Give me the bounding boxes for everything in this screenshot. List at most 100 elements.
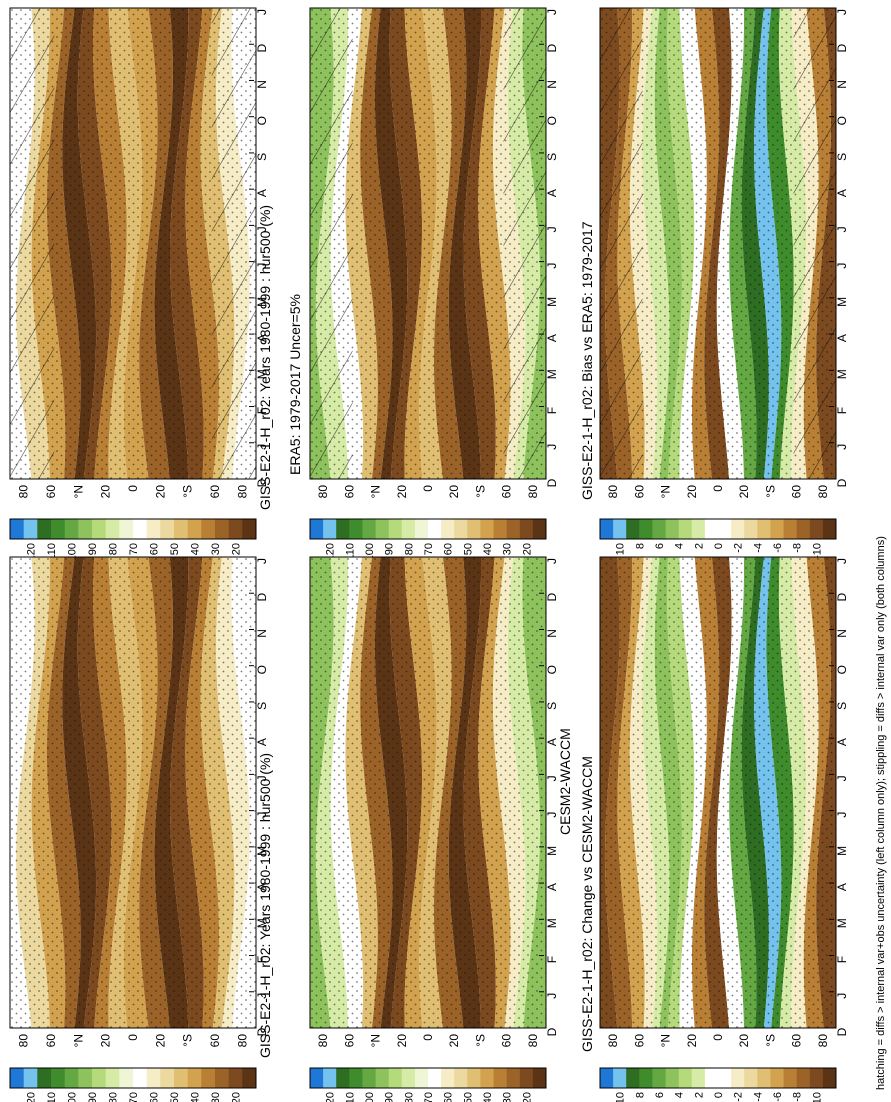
colorbar-tick-label: 6 [654,543,666,549]
colorbar-swatch [704,1068,719,1088]
x-tick-label: D [255,1027,269,1036]
colorbar-tick-label: 80 [108,1092,120,1102]
colorbar-swatch [731,1068,745,1088]
colorbar-swatch [187,519,202,539]
colorbar-swatch [809,519,824,539]
colorbar-swatch [519,519,534,539]
x-tick-label: D [545,478,559,487]
colorbar-swatch [652,519,666,539]
hatch-region [310,8,353,479]
colorbar-tick-label: 30 [210,543,222,555]
x-tick-label: A [255,189,269,197]
colorbar-swatch [493,519,508,539]
x-tick-label: M [835,369,849,379]
x-tick-label: J [255,558,269,564]
colorbar-tick-label: -6 [772,543,784,553]
y-tick-label: 80 [606,485,620,499]
colorbar-tick-label: 30 [502,543,514,555]
x-tick-label: M [545,369,559,379]
colorbar-swatch [201,519,216,539]
colorbar-tick-label: -2 [733,543,745,553]
colorbar-tick-label: 8 [634,1092,646,1098]
colorbar-tick-label: 30 [502,1092,514,1102]
colorbar-swatch [731,519,745,539]
x-tick-label: A [545,334,559,342]
colorbar-swatch [613,1068,627,1088]
heatmap-area-4 [309,556,547,1029]
colorbar-tick-label: 10 [615,1092,627,1102]
x-tick-label: J [545,444,559,450]
y-tick-label: 20 [395,1034,409,1048]
colorbar-swatch [665,1068,680,1088]
x-tick-label: A [545,738,559,746]
colorbar-tick-label: 20 [231,1092,243,1102]
x-tick-label: F [835,407,849,414]
colorbar-6: 10 8 6 4 2 0 -2 -4 -6 -8 -10 [599,1067,837,1102]
colorbar-swatch [228,519,243,539]
colorbar-swatch [757,1068,771,1088]
colorbar-swatch [323,519,337,539]
colorbar-swatch [783,519,798,539]
panel-title-4: CESM2-WACCM [557,728,573,835]
colorbar-swatch [388,1068,403,1088]
panel-title-5: GISS-E2-1-H_r02: Bias vs ERA5: 1979-2017 [579,221,595,500]
y-tick-label: °S [473,1034,487,1047]
colorbar-swatch [242,519,257,539]
x-tick-label: J [835,993,849,999]
colorbar-swatch [174,1068,189,1088]
colorbar-tick-label: 120 [26,1092,38,1102]
colorbar-tick-label: -10 [811,543,823,559]
colorbar-swatch [532,1068,547,1088]
y-tick-label: 80 [816,485,830,499]
colorbar-swatch [639,519,653,539]
hatch-region [793,8,836,479]
x-tick-label: M [835,297,849,307]
colorbar-tick-label: 0 [713,543,725,549]
colorbar-tick-label: 10 [615,543,627,555]
colorbar-swatch [310,519,324,539]
x-tick-label: N [545,80,559,89]
figure-footnote: hatching = diffs > internal var+obs unce… [875,536,887,1090]
y-tick-label: 60 [44,485,58,499]
colorbar-swatch [78,519,93,539]
y-tick-label: 20 [395,485,409,499]
colorbar-tick-label: -2 [733,1092,745,1102]
colorbar-tick-label: 90 [384,543,396,555]
y-ticks-5: 80 60 °N 20 0 20 °S 60 80 [606,485,830,499]
y-tick-label: 20 [447,1034,461,1048]
x-tick-label: F [545,956,559,963]
x-tick-label: M [545,846,559,856]
y-tick-label: 20 [99,485,113,499]
panel-title-3: ERA5: 1979-2017 Uncer=5% [287,294,303,475]
panel-title-6: GISS-E2-1-H_r02: Change vs CESM2-WACCM [579,756,595,1052]
colorbar-swatch [822,1068,837,1088]
colorbar-swatch [678,1068,693,1088]
x-tick-label: J [835,812,849,818]
x-tick-label: S [835,153,849,161]
colorbar-swatch [51,1068,66,1088]
hatch-region [503,8,546,479]
colorbar-tick-label: 70 [423,1092,435,1102]
colorbar-tick-label: 40 [482,1092,494,1102]
y-tick-label: 60 [632,485,646,499]
colorbar-swatch [796,519,811,539]
colorbar-swatch [10,1068,25,1088]
colorbar-tick-label: 4 [674,543,686,549]
colorbar-swatch [92,1068,107,1088]
x-tick-label: D [835,1027,849,1036]
colorbar-swatch [37,519,52,539]
y-tick-label: 80 [816,1034,830,1048]
colorbar-swatch [665,519,680,539]
x-tick-label: A [255,883,269,891]
x-tick-label: J [545,558,559,564]
colorbar-tick-label: 70 [128,543,140,555]
colorbar-swatch [336,519,350,539]
y-tick-label: 0 [126,1034,140,1041]
colorbar-swatch [64,519,79,539]
colorbar-swatch [119,519,134,539]
y-tick-label: 20 [737,1034,751,1048]
x-tick-label: D [255,478,269,487]
colorbar-swatch [414,519,429,539]
x-tick-label: M [545,297,559,307]
